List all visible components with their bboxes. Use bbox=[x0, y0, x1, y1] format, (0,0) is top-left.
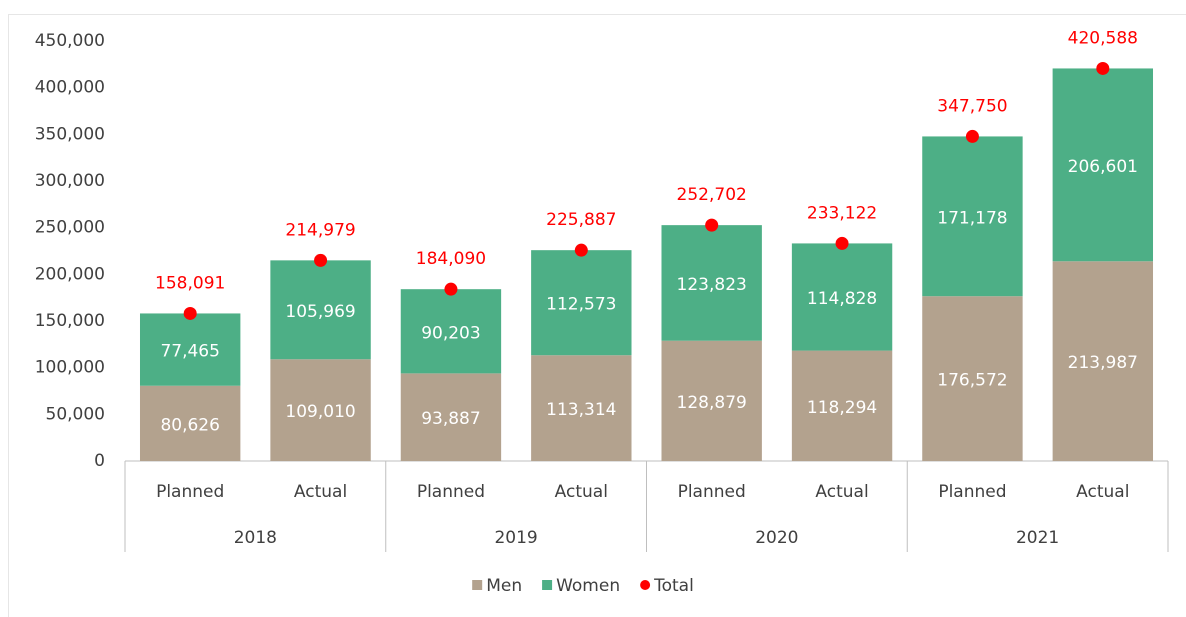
x-tick-label: Actual bbox=[555, 482, 608, 502]
total-label: 214,979 bbox=[285, 220, 355, 240]
total-dot bbox=[314, 253, 328, 267]
total-dot bbox=[705, 218, 719, 232]
y-tick-label: 50,000 bbox=[46, 404, 105, 424]
bar-segment bbox=[661, 225, 762, 341]
y-tick-label: 100,000 bbox=[35, 358, 105, 378]
y-tick-label: 250,000 bbox=[35, 218, 105, 238]
bar-segment bbox=[139, 313, 241, 386]
data-label: 109,010 bbox=[285, 402, 355, 422]
bar-segment bbox=[400, 373, 502, 461]
legend-label: Total bbox=[653, 576, 694, 596]
data-label: 77,465 bbox=[160, 342, 219, 362]
x-tick-label: Actual bbox=[815, 482, 868, 502]
y-tick-label: 450,000 bbox=[35, 31, 105, 51]
x-tick-label: Actual bbox=[294, 482, 347, 502]
data-label: 118,294 bbox=[807, 398, 877, 418]
x-tick-label: Planned bbox=[417, 482, 485, 502]
legend-marker bbox=[640, 580, 651, 590]
bar-segment bbox=[661, 340, 762, 461]
x-tick-label: Planned bbox=[156, 482, 224, 502]
data-label: 113,314 bbox=[546, 400, 616, 420]
bar-segment bbox=[270, 260, 371, 360]
bar-segment bbox=[1052, 68, 1154, 262]
data-label: 213,987 bbox=[1068, 353, 1138, 373]
total-label: 420,588 bbox=[1068, 28, 1138, 48]
y-tick-label: 150,000 bbox=[35, 311, 105, 331]
data-label: 171,178 bbox=[937, 208, 1007, 228]
y-tick-label: 350,000 bbox=[35, 124, 105, 144]
y-tick-label: 400,000 bbox=[35, 78, 105, 98]
data-label: 123,823 bbox=[677, 275, 747, 295]
legend-swatch bbox=[542, 580, 553, 590]
total-label: 184,090 bbox=[416, 249, 486, 269]
data-label: 112,573 bbox=[546, 295, 616, 315]
total-label: 233,122 bbox=[807, 203, 877, 223]
bar-segment bbox=[1052, 261, 1154, 461]
total-label: 252,702 bbox=[677, 185, 747, 205]
bar-segment bbox=[791, 243, 893, 351]
data-label: 206,601 bbox=[1068, 157, 1138, 177]
bar-segment bbox=[139, 385, 241, 461]
group-label: 2021 bbox=[1016, 528, 1059, 548]
total-dot bbox=[574, 243, 588, 257]
bar-segment bbox=[531, 250, 632, 356]
data-label: 80,626 bbox=[160, 415, 219, 435]
total-dot bbox=[1096, 61, 1110, 75]
total-label: 158,091 bbox=[155, 273, 225, 293]
chart-frame bbox=[8, 14, 1186, 617]
data-label: 128,879 bbox=[677, 393, 747, 413]
legend-label: Women bbox=[556, 576, 620, 596]
total-dot bbox=[835, 236, 849, 250]
legend-swatch bbox=[472, 580, 483, 590]
group-label: 2019 bbox=[494, 528, 537, 548]
total-label: 225,887 bbox=[546, 210, 616, 230]
bar-segment bbox=[400, 289, 502, 374]
x-tick-label: Planned bbox=[938, 482, 1006, 502]
data-label: 90,203 bbox=[421, 323, 480, 343]
data-label: 176,572 bbox=[937, 371, 1007, 391]
y-tick-label: 0 bbox=[94, 451, 105, 471]
x-tick-label: Planned bbox=[678, 482, 746, 502]
total-dot bbox=[444, 282, 458, 296]
total-label: 347,750 bbox=[937, 96, 1007, 116]
bar-segment bbox=[270, 359, 371, 461]
bar-segment bbox=[531, 355, 632, 461]
y-tick-label: 200,000 bbox=[35, 264, 105, 284]
group-label: 2020 bbox=[755, 528, 798, 548]
total-dot bbox=[183, 306, 197, 320]
group-label: 2018 bbox=[234, 528, 277, 548]
legend-label: Men bbox=[486, 576, 522, 596]
x-tick-label: Actual bbox=[1076, 482, 1129, 502]
data-label: 114,828 bbox=[807, 289, 877, 309]
bar-segment bbox=[922, 296, 1023, 461]
total-dot bbox=[965, 129, 979, 143]
bar-segment bbox=[922, 136, 1023, 297]
bar-segment bbox=[791, 350, 893, 461]
y-tick-label: 300,000 bbox=[35, 171, 105, 191]
data-label: 93,887 bbox=[421, 409, 480, 429]
data-label: 105,969 bbox=[285, 302, 355, 322]
